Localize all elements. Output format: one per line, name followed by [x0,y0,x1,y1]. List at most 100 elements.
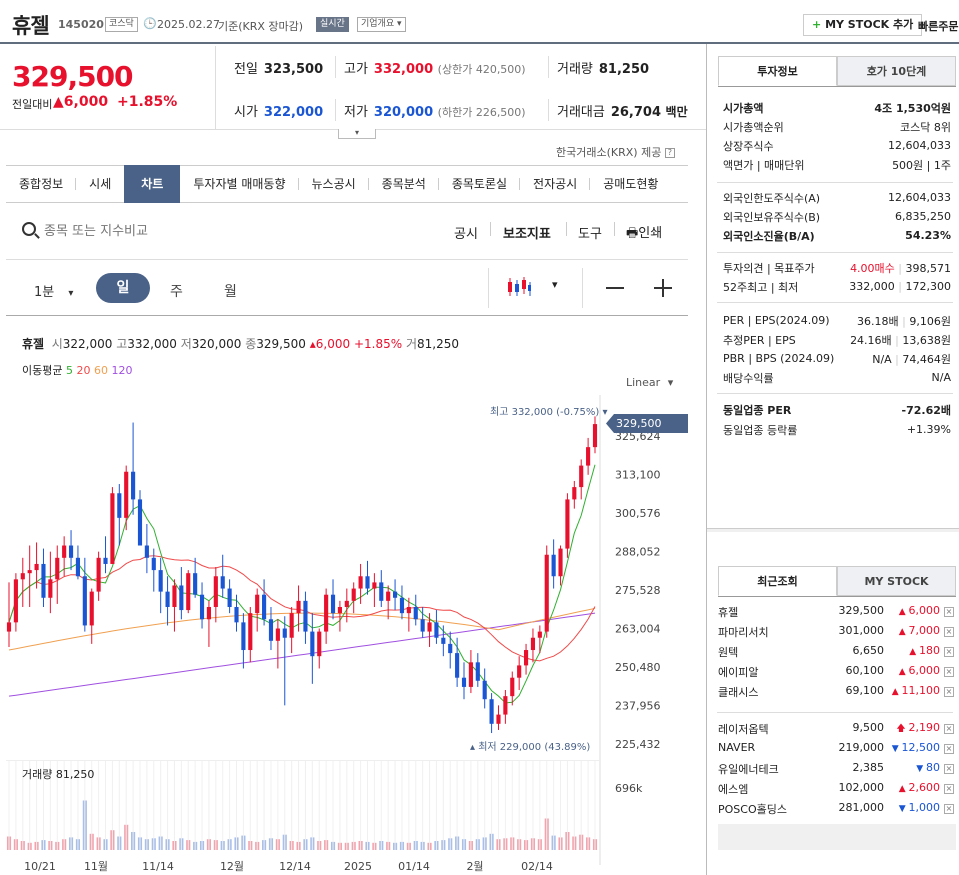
close-icon[interactable]: × [944,784,954,794]
candle-body [434,622,439,638]
candle-body [537,631,542,638]
tool-disclosure[interactable]: 공시 [454,227,478,242]
tab-investment-info[interactable]: 투자정보 [718,56,837,86]
recent-name[interactable]: 클래시스 [718,686,759,699]
close-icon[interactable]: × [944,667,954,677]
candle-body [20,573,25,580]
candle-body [151,557,156,571]
tool-indicators[interactable]: 보조지표 [503,227,551,242]
recent-change-value: 80 [926,761,940,774]
recent-item[interactable]: 유일에너테크 2,385 ▼ 80 × [718,761,958,780]
close-icon[interactable]: × [944,724,954,734]
close-icon[interactable]: × [944,764,954,774]
print-button[interactable]: 🖶인쇄 [626,222,662,246]
recent-item[interactable]: 에이피알 60,100 ▲ 6,000 × [718,664,958,683]
interval-select[interactable]: 1분 ▾ [34,281,73,300]
candle-body [330,594,336,614]
recent-name[interactable]: NAVER [718,741,756,754]
tab-6[interactable]: 종목토론실 [439,165,521,203]
info-tabs: 투자정보 호가 10단계 [718,56,956,86]
tab-8[interactable]: 공매도현황 [603,177,659,191]
ma20-line [8,555,596,662]
recent-name[interactable]: POSCO홀딩스 [718,803,787,816]
x-tick-label: 2025 [344,860,372,873]
recent-item[interactable]: POSCO홀딩스 281,000 ▼ 1,000 × [718,801,958,820]
x-tick-label: 12/14 [279,860,311,873]
help-icon[interactable]: ? [664,148,675,158]
recent-name[interactable]: 파마리서치 [718,626,769,639]
legend-high: 332,000 [127,337,177,351]
recent-item[interactable]: 클래시스 69,100 ▲ 11,100 × [718,684,958,703]
tab-2[interactable]: 차트 [124,165,181,203]
recent-name[interactable]: 에이피알 [718,666,759,679]
recent-item[interactable]: 파마리서치 301,000 ▲ 7,000 × [718,624,958,643]
valuation-row: 추정PER | EPS 24.16배 | 13,638원 [723,330,951,349]
change-pct: +1.85% [117,94,178,110]
candle-body [241,622,246,651]
summary-grid [216,46,706,130]
recent-name[interactable]: 레이저옵텍 [718,723,769,736]
high-value: 332,000 [373,62,434,77]
recent-name[interactable]: 에스엠 [718,783,749,796]
recent-name[interactable]: 휴젤 [718,606,739,619]
recent-item[interactable]: NAVER 219,000 ▼ 12,500 × [718,741,958,760]
chart-type-chevron-icon[interactable]: ▾ [552,278,558,291]
candle-body [482,680,487,700]
valuation-row: PER | EPS(2024.09) 36.18배 | 9,106원 [723,311,951,330]
recent-name[interactable]: 원텍 [718,646,739,659]
tab-7[interactable]: 전자공시 [520,165,591,203]
close-icon[interactable]: × [944,687,954,697]
recent-item[interactable]: 휴젤 329,500 ▲ 6,000 × [718,604,958,623]
close-icon[interactable]: × [944,744,954,754]
recent-item[interactable]: 레이저옵텍 9,500 🡅 2,190 × [718,721,958,740]
tab-0[interactable]: 종합정보 [6,165,77,203]
recent-item[interactable]: 에스엠 102,000 ▲ 2,600 × [718,781,958,800]
tab-5[interactable]: 종목분석 [369,165,439,203]
scale-select[interactable]: Linear ▾ [626,376,673,389]
high-price: 고가 332,000 (상한가 420,500) [344,58,526,77]
sector-row: 동일업종 등락률 +1.39% [723,420,951,439]
info-row: 액면가 | 매매단위 500원 | 1주 [723,155,951,174]
candle-body [586,447,591,466]
info-row: 상장주식수 12,604,033 [723,136,951,155]
divider [717,302,953,303]
realtime-badge[interactable]: 실시간 [316,17,349,32]
zoom-in-icon-vert[interactable] [662,279,664,297]
amount-unit: 백만 [665,105,688,119]
tab-orderbook[interactable]: 호가 10단계 [837,56,956,86]
clock-icon: 🕒 [143,17,157,30]
close-icon[interactable]: × [944,607,954,617]
close-icon[interactable]: × [944,627,954,637]
recent-name[interactable]: 유일에너테크 [718,763,779,776]
zoom-out-icon[interactable] [606,287,624,289]
tab-recent[interactable]: 최근조회 [718,566,837,596]
close-icon[interactable]: × [944,804,954,814]
valuation-row-key: PBR | BPS (2024.09) [723,352,835,365]
divider [614,222,615,236]
tool-draw[interactable]: 도구 [578,227,602,242]
period-month-button[interactable]: 월 [224,284,237,300]
chevron-down-icon: ▾ [68,288,74,299]
expand-chevron-icon[interactable]: ▾ [338,129,376,139]
close-icon[interactable]: × [944,647,954,657]
quick-order-link[interactable]: 빠른주문 [918,20,959,33]
candlestick-chart[interactable]: 325,624 313,100 300,576 288,052 275,528 263,0… [0,395,700,875]
compare-search-input[interactable] [44,219,344,243]
foreign-row: 외국인한도주식수(A) 12,604,033 [723,188,951,207]
recent-change: ▼ 12,500 [884,741,940,754]
tab-1[interactable]: 시세 [89,177,112,191]
main-tabs: 종합정보 시세 차트 투자자별 매매동향 뉴스공시 종목분석 종목토론실 전자공시 공매도현황 [6,165,688,203]
tab-4[interactable]: 뉴스공시 [299,165,369,203]
value-separator: | [894,280,906,293]
candle-type-icon[interactable] [506,276,532,298]
info-value: 12,604,033 [888,139,951,152]
mystock-add-button[interactable]: + MY STOCK 추가 [803,14,923,36]
candle-body [131,471,136,500]
recent-item[interactable]: 원텍 6,650 ▲ 180 × [718,644,958,663]
period-week-button[interactable]: 주 [170,284,183,300]
company-overview-button[interactable]: 기업개요 ▾ [357,17,406,32]
tab-mystock[interactable]: MY STOCK [837,566,956,596]
tab-3[interactable]: 투자자별 매매동향 [180,165,299,203]
period-day-button[interactable]: 일 [96,273,150,303]
candle-body [544,554,549,632]
